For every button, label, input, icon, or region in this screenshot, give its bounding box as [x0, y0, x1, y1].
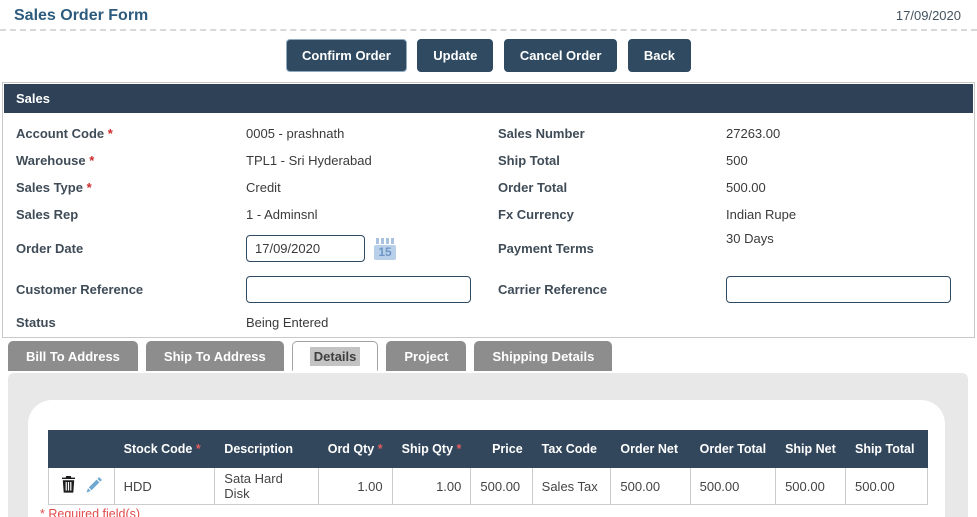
page-title: Sales Order Form: [14, 7, 149, 24]
warehouse-value: TPL1 - Sri Hyderabad: [246, 153, 372, 168]
details-panel: Stock Code * Description Ord Qty * Ship …: [28, 400, 945, 517]
calendar-icon[interactable]: 15: [374, 237, 396, 260]
sales-rep-label: Sales Rep: [16, 207, 79, 222]
required-asterisk: *: [456, 442, 462, 456]
price-cell: 500.00: [470, 467, 533, 505]
table-header-row: Stock Code * Description Ord Qty * Ship …: [48, 430, 929, 468]
status-label: Status: [16, 315, 56, 330]
stock-code-column-header: Stock Code *: [113, 430, 216, 468]
tab-bill-to-address[interactable]: Bill To Address: [8, 341, 138, 371]
tax-code-column-header: Tax Code: [531, 430, 612, 468]
description-column-header: Description: [214, 430, 319, 468]
edit-row-icon[interactable]: [86, 476, 102, 496]
sales-section: Sales Account Code * 0005 - prashnath Sa…: [2, 82, 975, 338]
form-row: Customer Reference Carrier Reference: [16, 269, 974, 309]
details-tab-content: Stock Code * Description Ord Qty * Ship …: [8, 373, 968, 517]
carrier-reference-field: [726, 275, 951, 303]
order-total-value: 500.00: [726, 180, 766, 195]
calendar-icon-rings: [374, 237, 396, 244]
payment-terms-value: 30 Days: [726, 231, 774, 246]
confirm-order-button[interactable]: Confirm Order: [286, 39, 407, 72]
ship-total-column-header: Ship Total: [844, 430, 929, 468]
calendar-icon-day: 15: [374, 244, 396, 260]
sales-type-label: Sales Type *: [16, 180, 92, 195]
tab-ship-to-address[interactable]: Ship To Address: [145, 341, 284, 371]
tab-project[interactable]: Project: [386, 341, 467, 371]
row-actions-cell: [48, 467, 115, 505]
customer-reference-label: Customer Reference: [16, 281, 144, 297]
title-bar: Sales Order Form 17/09/2020: [0, 0, 977, 31]
form-row: Status Being Entered: [16, 309, 974, 336]
customer-reference-field: [246, 275, 498, 303]
order-date-input[interactable]: [246, 235, 365, 262]
ship-net-cell: 500.00: [775, 467, 846, 505]
header-date: 17/09/2020: [895, 8, 961, 23]
ship-qty-cell: 1.00: [391, 467, 472, 505]
order-total-label: Order Total: [498, 180, 568, 195]
price-column-header: Price: [470, 430, 533, 468]
sales-section-title: Sales: [16, 91, 50, 106]
sales-type-value: Credit: [246, 180, 281, 195]
required-asterisk: *: [377, 442, 383, 456]
sales-number-value: 27263.00: [726, 126, 781, 141]
tab-shipping-details[interactable]: Shipping Details: [474, 341, 613, 371]
sales-section-header: Sales: [4, 84, 973, 113]
form-row: Warehouse * TPL1 - Sri Hyderabad Ship To…: [16, 147, 974, 174]
required-fields-note: * Required field(s): [40, 507, 141, 517]
required-asterisk: *: [107, 126, 113, 141]
ship-total-value: 500: [726, 153, 748, 168]
status-value: Being Entered: [246, 315, 329, 330]
table-row: HDD Sata Hard Disk 1.00 1.00 500.00 Sale…: [48, 467, 929, 505]
ord-qty-column-header: Ord Qty *: [317, 430, 393, 468]
update-button[interactable]: Update: [417, 39, 494, 72]
tab-details[interactable]: Details: [291, 341, 379, 371]
account-code-label: Account Code *: [16, 126, 113, 141]
required-asterisk: *: [86, 180, 92, 195]
ord-qty-cell: 1.00: [317, 467, 393, 505]
order-date-label: Order Date: [16, 241, 84, 256]
sales-number-label: Sales Number: [498, 126, 585, 141]
stock-code-cell: HDD: [113, 467, 216, 505]
form-row: Sales Rep 1 - Adminsnl Fx Currency India…: [16, 201, 974, 228]
order-total-cell: 500.00: [689, 467, 777, 505]
account-code-value: 0005 - prashnath: [246, 126, 345, 141]
customer-reference-input[interactable]: [246, 275, 471, 303]
fx-currency-label: Fx Currency: [498, 207, 574, 222]
tab-strip: Bill To Address Ship To Address Details …: [8, 341, 620, 372]
required-asterisk: *: [89, 153, 95, 168]
warehouse-label: Warehouse *: [16, 153, 95, 168]
ship-total-cell: 500.00: [844, 467, 929, 505]
ship-qty-column-header: Ship Qty *: [391, 430, 472, 468]
sales-rep-value: 1 - Adminsnl: [246, 207, 318, 222]
order-net-column-header: Order Net: [610, 430, 691, 468]
order-net-cell: 500.00: [610, 467, 691, 505]
tax-code-cell: Sales Tax: [531, 467, 612, 505]
order-lines-table: Stock Code * Description Ord Qty * Ship …: [48, 430, 929, 505]
carrier-reference-input[interactable]: [726, 275, 951, 303]
required-asterisk: *: [195, 442, 201, 456]
back-button[interactable]: Back: [627, 39, 691, 72]
carrier-reference-label: Carrier Reference: [498, 281, 608, 297]
order-total-column-header: Order Total: [689, 430, 777, 468]
actions-column-header: [48, 430, 115, 468]
description-cell: Sata Hard Disk: [214, 467, 319, 505]
form-row: Sales Type * Credit Order Total 500.00: [16, 174, 974, 201]
order-date-field: 15: [246, 235, 498, 262]
toolbar: Confirm Order Update Cancel Order Back: [0, 39, 977, 72]
payment-terms-label: Payment Terms: [498, 241, 594, 256]
form-row: Account Code * 0005 - prashnath Sales Nu…: [16, 120, 974, 147]
sales-form: Account Code * 0005 - prashnath Sales Nu…: [3, 114, 974, 336]
delete-row-icon[interactable]: [61, 476, 76, 496]
form-row: Order Date 15 Payment Terms 30 Days: [16, 228, 974, 269]
ship-total-label: Ship Total: [498, 153, 560, 168]
ship-net-column-header: Ship Net: [775, 430, 846, 468]
cancel-order-button[interactable]: Cancel Order: [503, 39, 618, 72]
fx-currency-value: Indian Rupe: [726, 207, 797, 222]
